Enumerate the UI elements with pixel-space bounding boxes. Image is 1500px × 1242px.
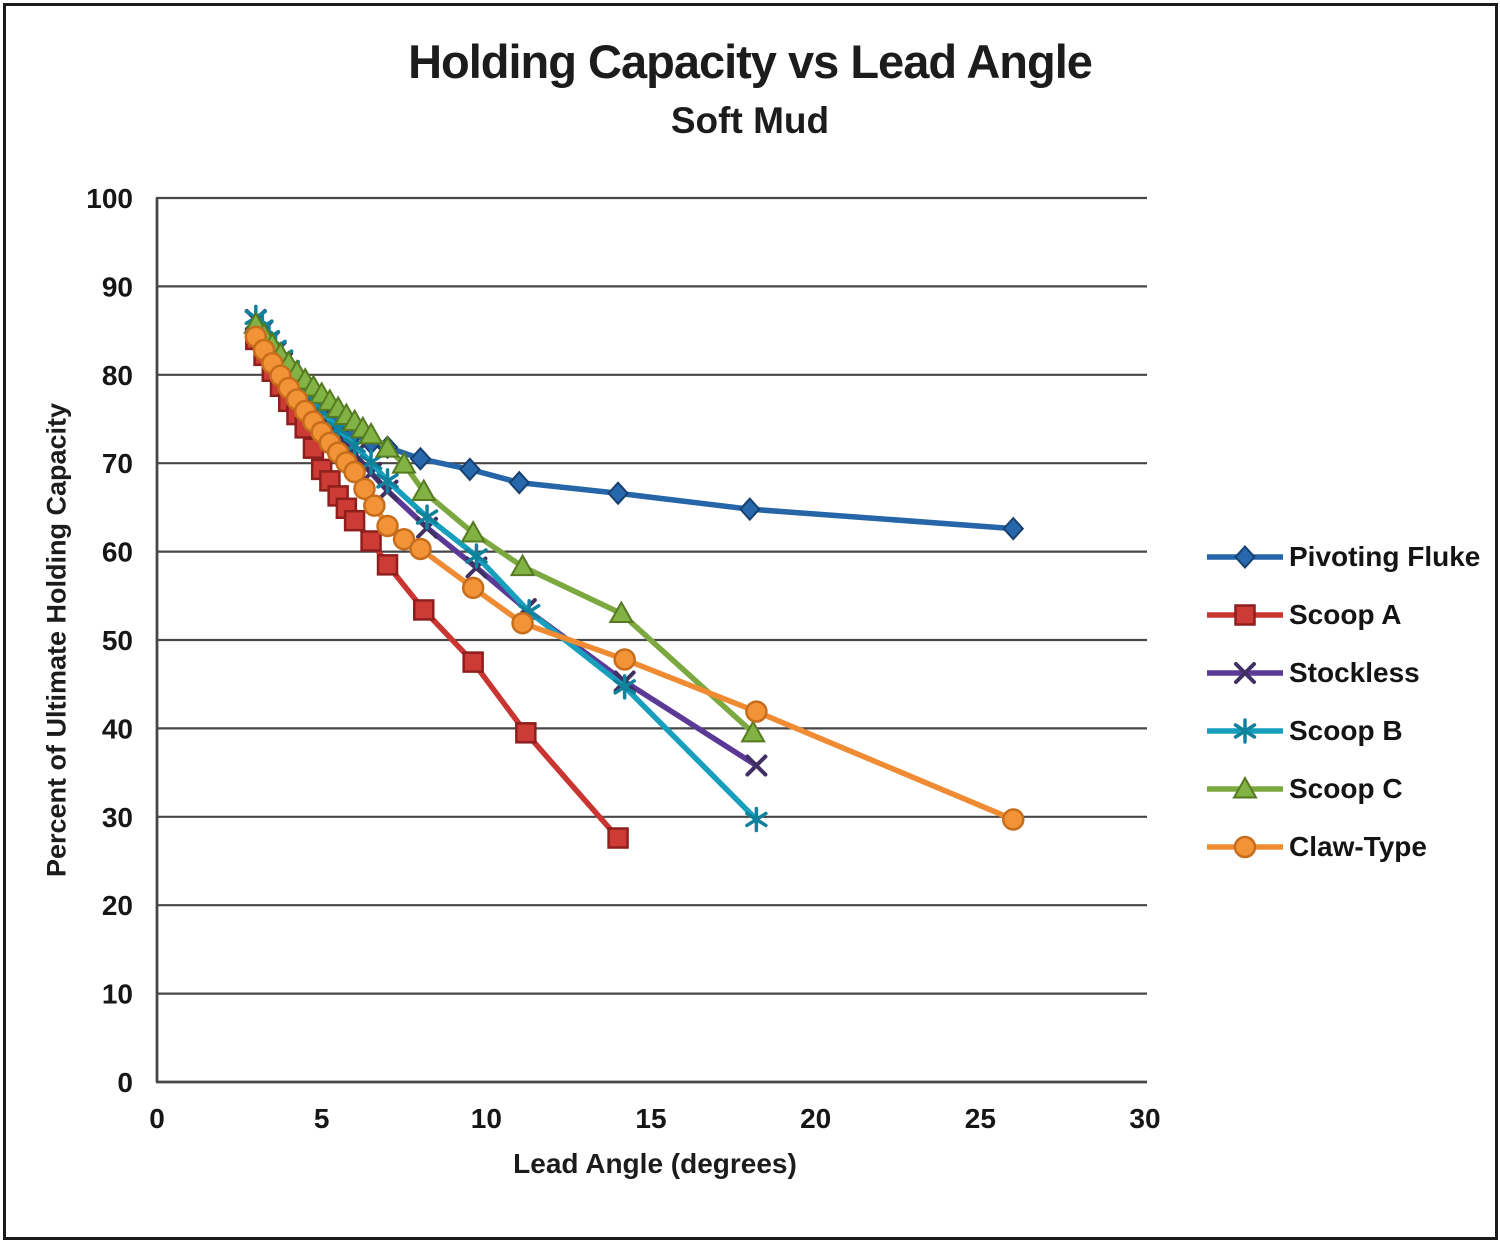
marker-scoop-a bbox=[413, 599, 435, 621]
marker-scoop-c bbox=[740, 719, 766, 743]
y-tick-label: 40 bbox=[102, 713, 133, 744]
legend-item-scoop-a: Scoop A bbox=[1205, 586, 1480, 644]
marker-scoop-c bbox=[1232, 775, 1258, 799]
y-tick-label: 80 bbox=[102, 360, 133, 391]
marker-claw-type bbox=[409, 537, 432, 561]
legend-marker-claw-type bbox=[1207, 835, 1283, 859]
marker-pivoting-fluke bbox=[409, 446, 432, 471]
marker-scoop-b bbox=[745, 811, 768, 828]
marker-pivoting-fluke bbox=[607, 481, 629, 506]
x-tick-label: 15 bbox=[635, 1103, 666, 1134]
legend-item-pivoting-fluke: Pivoting Fluke bbox=[1205, 528, 1480, 586]
marker-claw-type bbox=[1233, 835, 1257, 859]
x-tick-label: 30 bbox=[1129, 1103, 1160, 1134]
x-axis-title: Lead Angle (degrees) bbox=[513, 1148, 797, 1179]
marker-scoop-a bbox=[376, 554, 399, 576]
marker-scoop-c bbox=[509, 553, 536, 577]
legend-marker-pivoting-fluke bbox=[1207, 545, 1283, 569]
marker-scoop-a bbox=[515, 722, 537, 744]
y-tick-label: 100 bbox=[86, 183, 133, 214]
legend-item-scoop-c: Scoop C bbox=[1205, 760, 1480, 818]
y-tick-label: 0 bbox=[117, 1067, 133, 1098]
y-tick-label: 50 bbox=[102, 625, 133, 656]
marker-claw-type bbox=[392, 527, 416, 551]
marker-scoop-a bbox=[607, 827, 629, 849]
marker-scoop-a bbox=[343, 509, 366, 532]
legend: Pivoting Fluke Scoop A Stockless Scoop B Sco… bbox=[1205, 528, 1480, 876]
x-tick-label: 0 bbox=[149, 1103, 165, 1134]
x-tick-label: 25 bbox=[965, 1103, 996, 1134]
marker-scoop-c bbox=[460, 520, 486, 543]
marker-stockless bbox=[745, 754, 768, 777]
marker-pivoting-fluke bbox=[1234, 545, 1256, 569]
marker-claw-type bbox=[461, 576, 485, 600]
marker-claw-type bbox=[376, 514, 399, 538]
y-tick-label: 10 bbox=[102, 979, 133, 1010]
marker-scoop-c bbox=[411, 478, 437, 501]
x-tick-label: 10 bbox=[471, 1103, 502, 1134]
legend-label-scoop-a: Scoop A bbox=[1289, 599, 1402, 630]
y-tick-label: 70 bbox=[102, 448, 133, 479]
marker-scoop-c bbox=[374, 435, 401, 458]
marker-claw-type bbox=[353, 477, 376, 501]
y-tick-label: 60 bbox=[102, 537, 133, 568]
marker-scoop-b bbox=[415, 509, 439, 525]
x-tick-label: 5 bbox=[314, 1103, 330, 1134]
marker-scoop-c bbox=[608, 600, 635, 623]
chart-subtitle: Soft Mud bbox=[670, 100, 830, 141]
marker-claw-type bbox=[343, 460, 366, 484]
series-line-stockless bbox=[253, 317, 760, 769]
marker-scoop-b bbox=[376, 473, 399, 489]
marker-scoop-b bbox=[359, 454, 383, 471]
marker-claw-type bbox=[511, 611, 534, 635]
y-tick-label: 20 bbox=[102, 890, 133, 921]
marker-claw-type bbox=[363, 494, 386, 517]
x-tick-label: 20 bbox=[800, 1103, 831, 1134]
marker-scoop-b bbox=[1233, 723, 1257, 739]
marker-claw-type bbox=[745, 700, 768, 723]
legend-marker-scoop-a bbox=[1207, 604, 1283, 626]
y-tick-label: 90 bbox=[102, 271, 133, 302]
marker-pivoting-fluke bbox=[738, 497, 761, 522]
marker-stockless bbox=[1234, 662, 1256, 684]
legend-marker-scoop-c bbox=[1207, 775, 1283, 799]
legend-label-scoop-c: Scoop C bbox=[1289, 773, 1403, 804]
y-tick-label: 30 bbox=[102, 802, 133, 833]
series-line-claw-type bbox=[253, 334, 1017, 823]
marker-claw-type bbox=[1002, 808, 1025, 831]
legend-label-claw-type: Claw-Type bbox=[1289, 831, 1427, 862]
marker-scoop-c bbox=[391, 451, 417, 474]
marker-scoop-a bbox=[360, 530, 382, 552]
marker-scoop-a bbox=[1234, 604, 1256, 626]
marker-scoop-b bbox=[465, 548, 488, 564]
legend-marker-scoop-b bbox=[1207, 718, 1283, 744]
legend-label-stockless: Stockless bbox=[1289, 657, 1420, 688]
series-line-scoop-c bbox=[253, 321, 756, 736]
legend-marker-stockless bbox=[1207, 662, 1283, 684]
marker-scoop-a bbox=[462, 651, 484, 673]
marker-scoop-c bbox=[358, 421, 384, 445]
legend-item-claw-type: Claw-Type bbox=[1205, 818, 1480, 876]
legend-label-pivoting-fluke: Pivoting Fluke bbox=[1289, 541, 1481, 572]
marker-pivoting-fluke bbox=[1002, 516, 1025, 541]
marker-pivoting-fluke bbox=[508, 470, 531, 495]
marker-pivoting-fluke bbox=[459, 457, 481, 482]
chart-title: Holding Capacity vs Lead Angle bbox=[408, 35, 1093, 88]
legend-label-scoop-b: Scoop B bbox=[1289, 715, 1403, 746]
marker-scoop-b bbox=[613, 679, 636, 695]
legend-item-stockless: Stockless bbox=[1205, 644, 1480, 702]
y-axis-title: Percent of Ultimate Holding Capacity bbox=[41, 402, 72, 878]
legend-item-scoop-b: Scoop B bbox=[1205, 702, 1480, 760]
marker-claw-type bbox=[613, 648, 636, 671]
